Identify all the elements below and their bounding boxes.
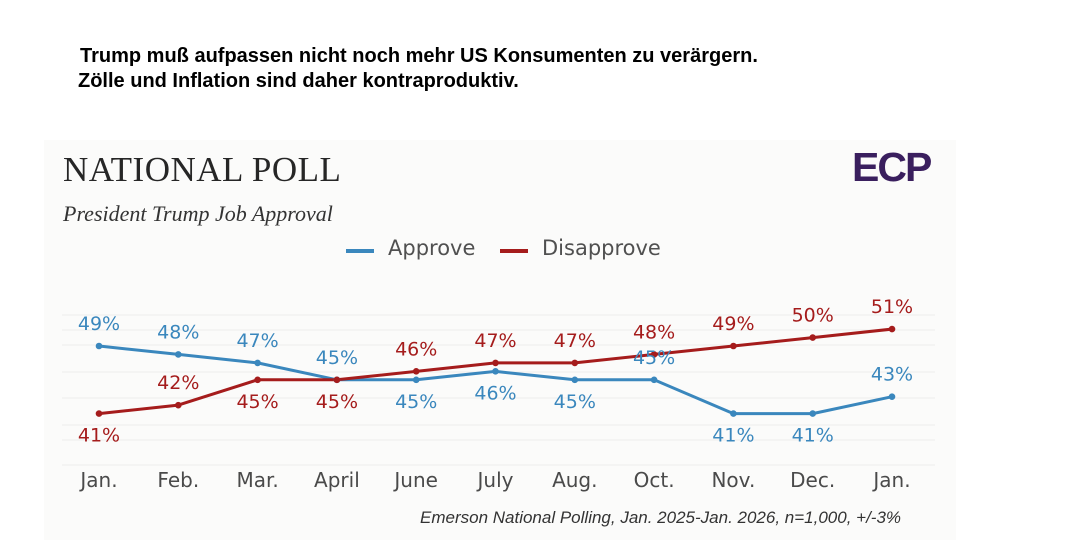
label-approve-2: 47% — [236, 330, 278, 352]
label-disapprove-7: 48% — [633, 321, 675, 343]
x-tick-10: Jan. — [871, 468, 910, 492]
label-approve-10: 43% — [871, 364, 913, 386]
label-disapprove-2: 45% — [236, 391, 278, 413]
point-disapprove-4 — [412, 368, 420, 375]
point-disapprove-7 — [650, 351, 658, 358]
source-note: Emerson National Polling, Jan. 2025-Jan.… — [420, 508, 902, 527]
label-disapprove-4: 46% — [395, 338, 437, 360]
point-approve-7 — [650, 376, 658, 384]
x-tick-8: Nov. — [711, 468, 755, 492]
point-disapprove-6 — [571, 359, 579, 367]
point-disapprove-2 — [254, 376, 261, 384]
label-approve-0: 49% — [78, 313, 120, 335]
label-approve-9: 41% — [792, 425, 834, 447]
label-approve-4: 45% — [395, 391, 437, 413]
point-approve-8 — [730, 410, 737, 417]
label-disapprove-1: 42% — [157, 372, 199, 394]
point-approve-6 — [571, 376, 579, 384]
point-approve-2 — [254, 359, 261, 367]
point-approve-10 — [888, 393, 896, 401]
x-tick-2: Mar. — [236, 468, 278, 492]
headline-line-1: Trump muß aufpassen nicht noch mehr US K… — [80, 45, 758, 67]
x-tick-6: Aug. — [552, 468, 597, 492]
point-disapprove-8 — [730, 342, 737, 350]
x-tick-1: Feb. — [157, 468, 199, 492]
gridlines — [62, 314, 935, 466]
label-disapprove-9: 50% — [792, 305, 834, 327]
x-tick-9: Dec. — [790, 468, 835, 492]
label-approve-6: 45% — [554, 391, 596, 413]
ecp-logo-text: ECP — [852, 144, 932, 190]
headline-line-2: Zölle und Inflation sind daher kontrapro… — [78, 70, 519, 92]
label-disapprove-10: 51% — [871, 296, 913, 318]
x-tick-7: Oct. — [634, 468, 675, 492]
label-approve-1: 48% — [157, 321, 199, 343]
point-disapprove-0 — [95, 410, 103, 417]
point-disapprove-9 — [809, 334, 816, 341]
headline: Trump muß aufpassen nicht noch mehr US K… — [78, 44, 758, 94]
label-disapprove-0: 41% — [78, 425, 120, 447]
label-approve-3: 45% — [316, 347, 358, 369]
legend-swatch-approve — [346, 249, 374, 253]
chart-subtitle: President Trump Job Approval — [63, 201, 333, 226]
data-labels: 49% 48% 47% 45% 45% 46% 45% 45% 41% 41% 43% 41% 42% 4… — [78, 296, 913, 447]
point-approve-0 — [95, 342, 103, 350]
x-tick-3: April — [314, 468, 360, 492]
label-approve-8: 41% — [712, 425, 754, 447]
point-disapprove-5 — [492, 359, 499, 367]
point-approve-5 — [492, 368, 499, 375]
x-tick-4: June — [392, 468, 438, 492]
label-disapprove-5: 47% — [474, 330, 516, 352]
ecp-logo: ECP — [852, 145, 944, 189]
point-approve-9 — [809, 410, 816, 417]
point-disapprove-3 — [333, 376, 341, 384]
point-disapprove-1 — [175, 401, 182, 409]
data-points — [95, 325, 896, 417]
label-disapprove-6: 47% — [554, 330, 596, 352]
point-approve-1 — [175, 351, 182, 358]
label-disapprove-8: 49% — [712, 313, 754, 335]
x-tick-5: July — [476, 468, 514, 492]
label-approve-5: 46% — [474, 382, 516, 404]
x-tick-0: Jan. — [78, 468, 117, 492]
x-axis-ticks: Jan. Feb. Mar. April June July Aug. Oct. Nov. Dec… — [78, 468, 910, 492]
chart-title: NATIONAL POLL — [63, 150, 342, 189]
label-disapprove-3: 45% — [316, 391, 358, 413]
point-approve-4 — [412, 376, 420, 384]
legend-label-disapprove: Disapprove — [542, 236, 661, 260]
label-approve-7: 45% — [633, 347, 675, 369]
point-disapprove-10 — [888, 325, 896, 333]
legend-swatch-disapprove — [500, 249, 528, 253]
legend-label-approve: Approve — [388, 236, 476, 260]
